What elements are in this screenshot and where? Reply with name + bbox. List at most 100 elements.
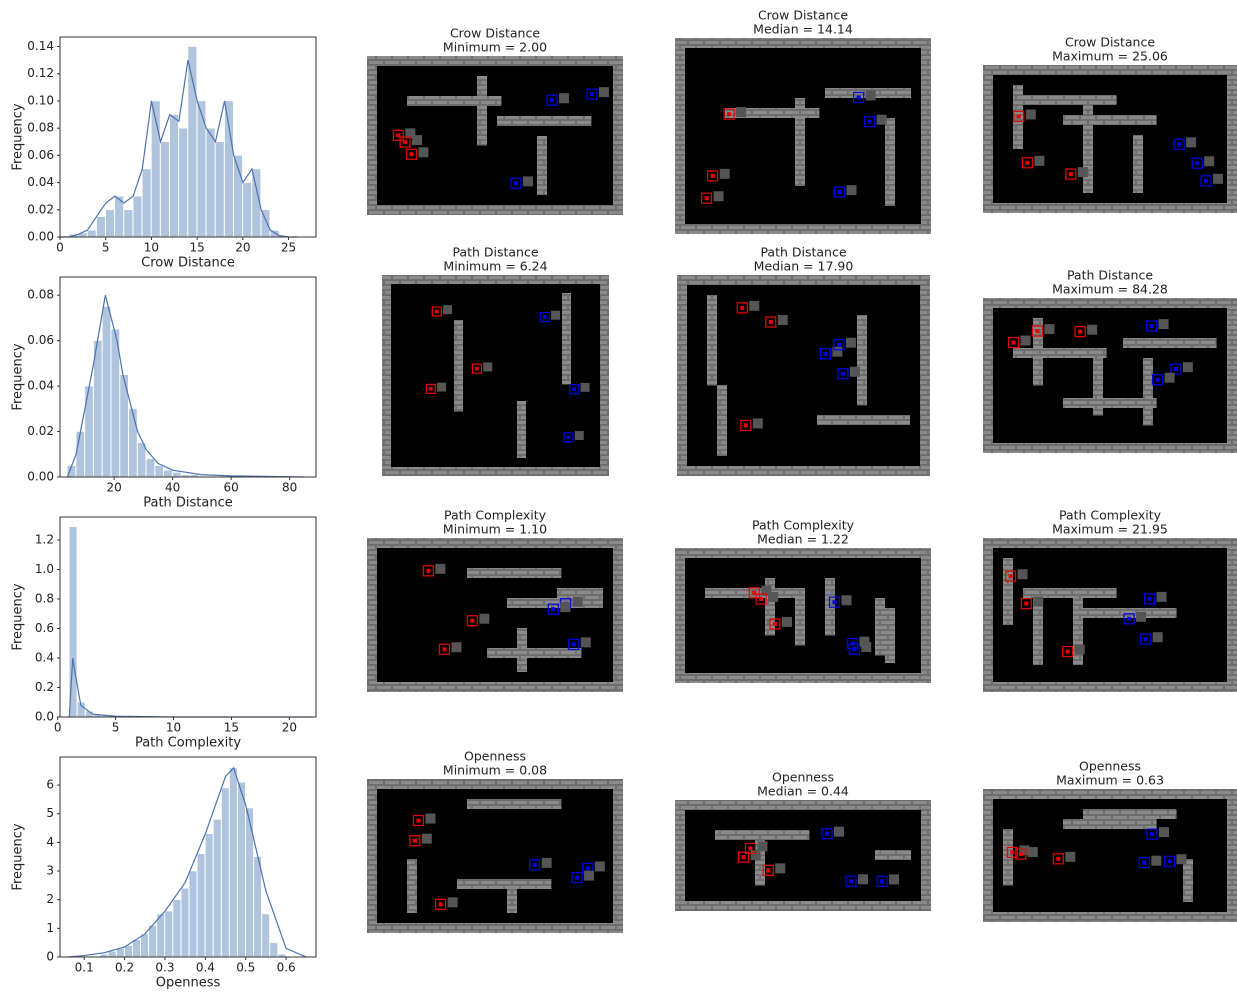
agent [475,366,479,371]
agent [1147,596,1152,601]
block [580,637,591,648]
panel-subtitle: Maximum = 21.95 [1052,522,1168,537]
block [418,147,429,158]
agent-box [744,842,756,855]
agent [403,140,408,145]
maze-inner-wall [1013,348,1107,358]
agent-box [1138,857,1150,869]
agent-box [1074,326,1086,338]
maze-inner-wall [1063,115,1157,125]
agent-box [547,603,559,615]
block [574,431,584,441]
bar [253,856,262,958]
y-tick-label: 0.04 [27,175,54,189]
y-tick-label: 0.14 [27,39,54,53]
agent [1025,160,1030,165]
panel-subtitle: Median = 14.14 [753,22,853,37]
block [435,563,446,574]
agent-box [1021,157,1033,169]
block [865,90,876,101]
bar [124,945,133,958]
agent [867,119,872,124]
maze-inner-wall [407,859,417,913]
maze-inner-wall [885,608,895,663]
bar [213,819,222,958]
maze-inner-wall [795,588,805,646]
bar [163,469,173,478]
maze-inner-wall [1003,558,1013,625]
y-tick-label: 0.6 [35,621,54,635]
block [1158,319,1169,330]
agent-box [1191,157,1203,169]
bar [154,465,164,478]
block [421,833,432,844]
bar [110,329,120,478]
maze-inner-wall [885,118,895,206]
block [749,300,760,311]
axes-frame [59,36,317,238]
x-tick-label: 0.4 [196,961,215,975]
bar [140,933,149,958]
agent [1035,329,1040,334]
agent [1011,340,1016,345]
agent-box [1065,168,1077,180]
agent-box [864,116,876,128]
y-tick-label: 0.00 [27,470,54,484]
block [757,841,768,852]
agent-box [586,88,598,100]
kde-line [60,59,298,238]
agent [856,95,861,100]
agent [1018,852,1023,857]
x-tick-label: 0 [56,241,64,255]
maze-inner-wall [725,108,820,118]
block [1164,372,1175,383]
agent-box [1031,325,1044,337]
agent [551,607,556,612]
maze-inner-wall [875,850,911,860]
block [750,850,761,861]
agent [768,319,773,324]
agent-box [1015,848,1027,860]
block [425,813,436,824]
agent-box [1006,846,1018,859]
agent [1155,377,1160,382]
x-axis-label: Path Complexity [135,736,241,751]
agent-box [1140,633,1152,645]
block [522,176,533,187]
block [761,585,772,596]
block [1065,851,1076,862]
agent [1149,324,1154,329]
agent [880,879,885,884]
agent [416,818,421,823]
block [584,870,595,881]
block [849,366,860,377]
maze-inner-wall [407,96,502,106]
x-tick-label: 10 [144,241,159,255]
y-tick-label: 0.2 [35,680,54,694]
block [451,642,462,653]
maze-inner-wall [1143,358,1153,426]
block [1074,644,1085,655]
maze-inner-wall [487,648,582,658]
block [479,613,490,624]
agent-box [1123,613,1135,625]
agent [748,846,753,851]
maze-inner-wall [1183,859,1193,902]
x-tick-label: 0.6 [277,961,296,975]
y-tick-label: 0.8 [35,592,54,606]
agent [837,190,842,195]
maze-inner-wall [537,136,547,195]
maze-inner-wall [1023,95,1117,105]
agent-box [769,618,781,630]
block [1152,632,1163,643]
maze-inner-wall [705,588,800,598]
block [1204,156,1215,167]
block [775,863,786,874]
y-tick-label: 0.06 [27,148,54,162]
maze-inner-wall [1063,819,1157,829]
block [861,642,872,653]
agent [740,305,745,310]
x-tick-label: 5 [112,721,120,735]
axes-frame [59,276,317,478]
maze-inner-wall [467,799,562,809]
